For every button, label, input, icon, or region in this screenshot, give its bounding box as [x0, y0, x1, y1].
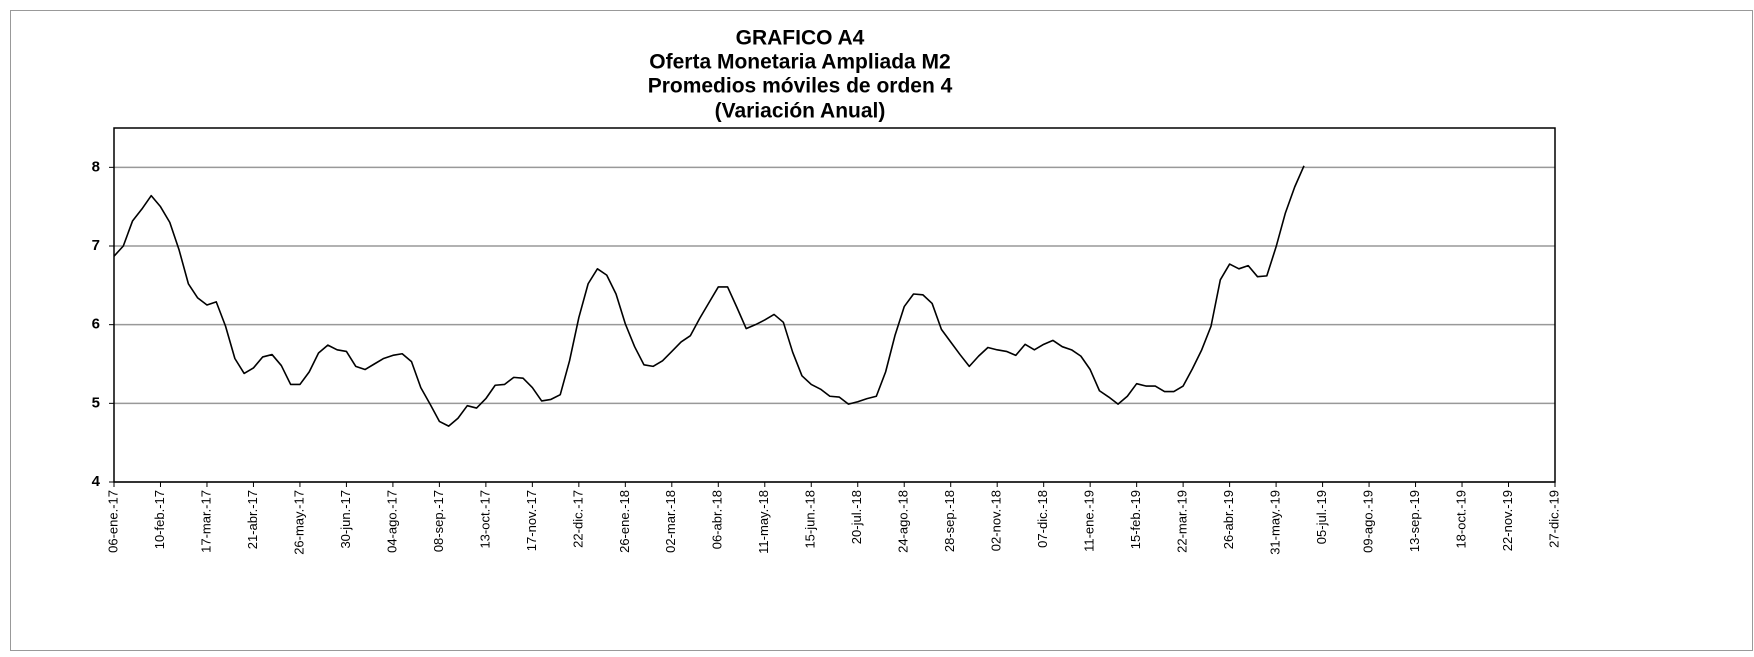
x-tick-label: 07-dic.-18 — [1035, 490, 1050, 548]
x-tick-label: 31-may.-19 — [1268, 490, 1283, 555]
x-tick-label: 02-nov.-18 — [989, 490, 1004, 551]
x-tick-label: 30-jun.-17 — [338, 490, 353, 549]
x-tick-label: 04-ago.-17 — [384, 490, 399, 553]
chart-subtitle: Promedios móviles de orden 4 — [648, 75, 953, 98]
chart-title: GRAFICO A4 — [736, 27, 865, 50]
x-tick-label: 26-may.-17 — [291, 490, 306, 555]
x-tick-label: 24-ago.-18 — [896, 490, 911, 553]
data-line — [113, 165, 1305, 427]
y-tick-label: 7 — [92, 237, 100, 254]
x-tick-label: 22-nov.-19 — [1500, 490, 1515, 551]
x-tick-label: 15-feb.-19 — [1128, 490, 1143, 549]
x-tick-label: 08-sep.-17 — [431, 490, 446, 552]
x-tick-label: 13-sep.-19 — [1407, 490, 1422, 552]
x-tick-label: 06-abr.-18 — [710, 490, 725, 549]
x-tick-label: 22-dic.-17 — [570, 490, 585, 548]
x-tick-label: 02-mar.-18 — [663, 490, 678, 553]
x-tick-label: 10-feb.-17 — [152, 490, 167, 549]
x-tick-label: 11-ene.-19 — [1082, 490, 1097, 552]
x-tick-label: 11-may.-18 — [756, 490, 771, 554]
x-tick-label: 17-mar.-17 — [198, 490, 213, 553]
x-tick-label: 09-ago.-19 — [1361, 490, 1376, 553]
x-tick-label: 06-ene.-17 — [105, 490, 120, 553]
y-tick-label: 5 — [92, 394, 100, 411]
y-tick-label: 8 — [92, 158, 100, 175]
chart-subtitle: (Variación Anual) — [715, 100, 886, 123]
x-tick-label: 20-jul.-18 — [849, 490, 864, 544]
plot-area — [113, 127, 1556, 483]
x-tick-label: 05-jul.-19 — [1314, 490, 1329, 544]
x-tick-label: 13-oct.-17 — [477, 490, 492, 549]
y-tick-label: 6 — [92, 316, 100, 333]
x-tick-label: 18-oct.-19 — [1453, 490, 1468, 549]
chart-frame — [10, 10, 1753, 651]
y-tick-label: 4 — [92, 473, 101, 490]
chart-subtitle: Oferta Monetaria Ampliada M2 — [649, 51, 950, 74]
x-tick-label: 26-abr.-19 — [1221, 490, 1236, 549]
x-tick-label: 28-sep.-18 — [942, 490, 957, 552]
x-tick-label: 15-jun.-18 — [803, 490, 818, 549]
x-tick-label: 17-nov.-17 — [524, 490, 539, 551]
x-tick-label: 26-ene.-18 — [617, 490, 632, 553]
x-tick-label: 22-mar.-19 — [1175, 490, 1190, 553]
x-tick-label: 27-dic.-19 — [1546, 490, 1561, 548]
x-tick-label: 21-abr.-17 — [245, 490, 260, 549]
